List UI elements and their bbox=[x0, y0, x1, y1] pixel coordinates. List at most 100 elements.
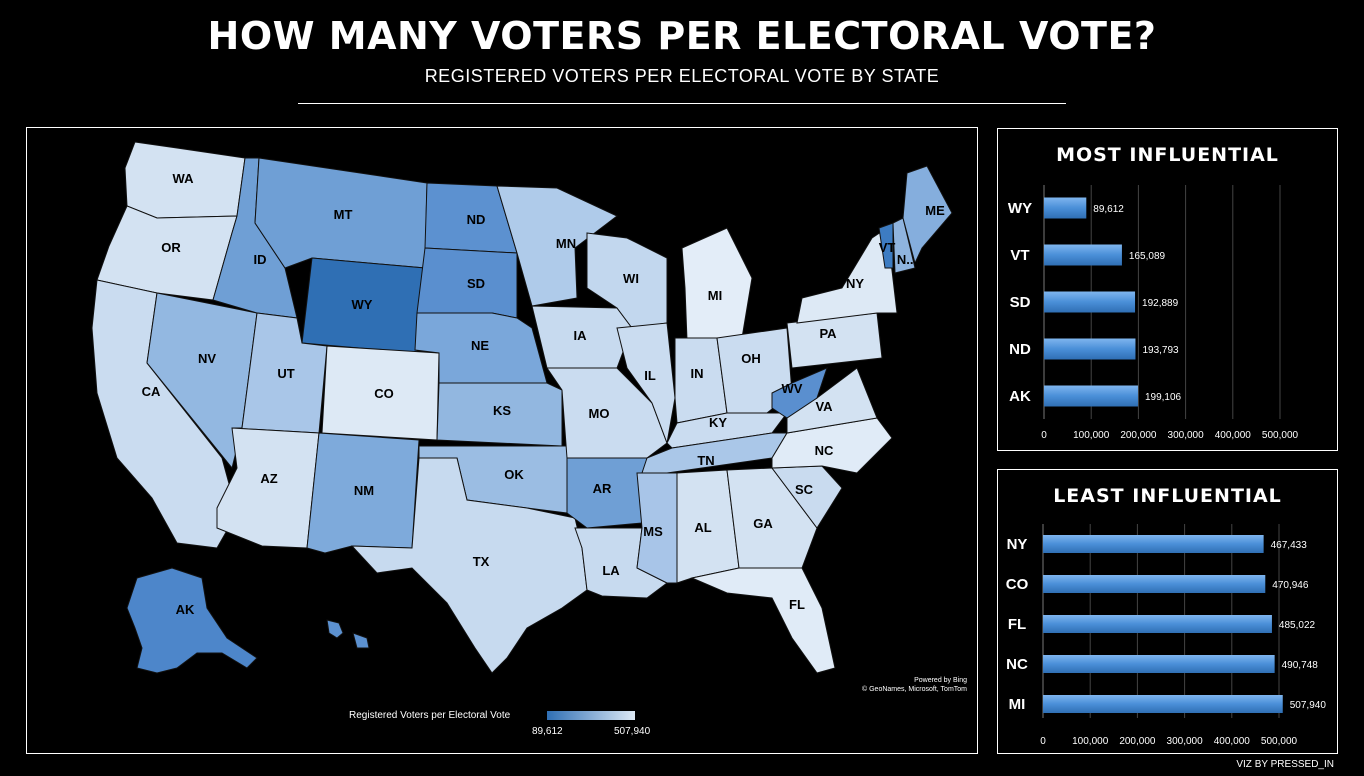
us-states-map[interactable]: WA OR CA NV ID MT WY UT AZ CO NM ND SD NE KS OK TX MN IA MO… bbox=[27, 128, 977, 753]
x-tick-label: 200,000 bbox=[1120, 430, 1157, 441]
data-label: 193,793 bbox=[1142, 345, 1179, 356]
category-label: FL bbox=[1008, 616, 1026, 633]
state-label-nc: NC bbox=[815, 443, 834, 458]
category-label: ND bbox=[1009, 341, 1031, 358]
x-tick-label: 400,000 bbox=[1214, 736, 1251, 747]
state-label-ca: CA bbox=[142, 384, 161, 399]
state-label-wa: WA bbox=[173, 171, 195, 186]
least-influential-panel[interactable]: LEAST INFLUENTIAL 0 100,000 200,000 300,000… bbox=[997, 469, 1338, 754]
state-label-nv: NV bbox=[198, 351, 216, 366]
bar[interactable] bbox=[1043, 615, 1272, 633]
category-label: VT bbox=[1010, 247, 1029, 264]
state-FL[interactable] bbox=[690, 567, 836, 674]
state-label-ny: NY bbox=[846, 276, 864, 291]
state-label-fl: FL bbox=[789, 597, 805, 612]
data-label: 89,612 bbox=[1093, 204, 1124, 215]
state-label-mi: MI bbox=[708, 288, 722, 303]
attribution-line-2: © GeoNames, Microsoft, TomTom bbox=[862, 686, 967, 693]
state-label-ak: AK bbox=[176, 602, 195, 617]
map-attribution: Powered by Bing © GeoNames, Microsoft, T… bbox=[862, 676, 967, 694]
least-influential-title: LEAST INFLUENTIAL bbox=[1053, 485, 1282, 507]
state-label-sd: SD bbox=[467, 276, 485, 291]
state-label-mn: MN bbox=[556, 236, 576, 251]
x-tick-label: 300,000 bbox=[1167, 736, 1204, 747]
state-TX[interactable] bbox=[350, 457, 588, 674]
state-label-ut: UT bbox=[277, 366, 294, 381]
x-tick-label: 400,000 bbox=[1215, 430, 1252, 441]
state-label-in: IN bbox=[691, 366, 704, 381]
state-label-ks: KS bbox=[493, 403, 511, 418]
state-label-id: ID bbox=[254, 252, 267, 267]
state-label-sc: SC bbox=[795, 482, 814, 497]
most-influential-chart[interactable]: 0 100,000 200,000 300,000 400,000 500,000 WY 89… bbox=[998, 129, 1337, 450]
state-NY[interactable] bbox=[796, 227, 898, 324]
state-label-la: LA bbox=[602, 563, 620, 578]
state-label-ia: IA bbox=[574, 328, 588, 343]
attribution-line-1: Powered by Bing bbox=[914, 677, 967, 684]
state-label-mt: MT bbox=[334, 207, 353, 222]
state-label-nh: N... bbox=[897, 252, 917, 267]
title-divider bbox=[298, 103, 1066, 104]
bar[interactable] bbox=[1044, 244, 1122, 266]
state-MI[interactable] bbox=[681, 227, 753, 341]
data-label: 485,022 bbox=[1279, 620, 1316, 631]
state-KS[interactable] bbox=[436, 382, 563, 447]
legend-min-value: 89,612 bbox=[532, 726, 563, 737]
most-influential-title: MOST INFLUENTIAL bbox=[1056, 144, 1279, 166]
state-MN[interactable] bbox=[496, 185, 618, 307]
bar[interactable] bbox=[1044, 197, 1087, 219]
bar[interactable] bbox=[1043, 655, 1275, 673]
state-label-wy: WY bbox=[352, 297, 373, 312]
state-AK[interactable] bbox=[126, 567, 258, 674]
data-label: 199,106 bbox=[1145, 392, 1182, 403]
state-HI-2[interactable] bbox=[352, 632, 370, 649]
x-tick-label: 0 bbox=[1041, 430, 1047, 441]
state-label-al: AL bbox=[694, 520, 711, 535]
least-influential-chart[interactable]: 0 100,000 200,000 300,000 400,000 500,000 NY 46… bbox=[998, 470, 1337, 753]
state-label-az: AZ bbox=[260, 471, 277, 486]
data-label: 467,433 bbox=[1271, 540, 1308, 551]
category-label: CO bbox=[1006, 576, 1029, 593]
legend-gradient bbox=[547, 711, 635, 720]
x-tick-label: 500,000 bbox=[1262, 430, 1299, 441]
data-label: 192,889 bbox=[1142, 298, 1179, 309]
bar[interactable] bbox=[1043, 695, 1283, 713]
bar[interactable] bbox=[1044, 291, 1136, 313]
category-label: MI bbox=[1009, 696, 1026, 713]
state-label-nm: NM bbox=[354, 483, 374, 498]
page-subtitle: REGISTERED VOTERS PER ELECTORAL VOTE BY … bbox=[424, 66, 940, 86]
state-ME[interactable] bbox=[902, 165, 953, 265]
state-VT[interactable] bbox=[878, 222, 894, 269]
state-AR[interactable] bbox=[566, 457, 648, 529]
x-tick-label: 100,000 bbox=[1073, 430, 1110, 441]
state-MO[interactable] bbox=[546, 367, 668, 459]
legend-max-value: 507,940 bbox=[614, 726, 651, 737]
state-label-vt: VT bbox=[879, 240, 896, 255]
bar[interactable] bbox=[1044, 385, 1138, 407]
state-label-ms: MS bbox=[643, 524, 663, 539]
state-WV[interactable] bbox=[771, 367, 828, 419]
state-label-tn: TN bbox=[697, 453, 714, 468]
state-label-tx: TX bbox=[473, 554, 490, 569]
state-label-or: OR bbox=[161, 240, 181, 255]
category-label: SD bbox=[1010, 294, 1031, 311]
state-label-me: ME bbox=[925, 203, 945, 218]
x-tick-label: 500,000 bbox=[1261, 736, 1298, 747]
data-label: 507,940 bbox=[1290, 700, 1327, 711]
state-NH[interactable] bbox=[892, 217, 916, 274]
bar[interactable] bbox=[1044, 338, 1136, 360]
choropleth-map-panel[interactable]: WA OR CA NV ID MT WY UT AZ CO NM ND SD NE KS OK TX MN IA MO… bbox=[26, 127, 978, 754]
state-GA[interactable] bbox=[726, 467, 818, 569]
most-influential-panel[interactable]: MOST INFLUENTIAL 0 100,000 200,000 300,000 4… bbox=[997, 128, 1338, 451]
state-label-wv: WV bbox=[782, 381, 803, 396]
legend-title: Registered Voters per Electoral Vote bbox=[349, 710, 511, 721]
state-HI[interactable] bbox=[326, 619, 344, 639]
state-label-co: CO bbox=[374, 386, 394, 401]
state-label-ne: NE bbox=[471, 338, 489, 353]
state-label-oh: OH bbox=[741, 351, 761, 366]
data-label: 165,089 bbox=[1129, 251, 1166, 262]
state-label-nd: ND bbox=[467, 212, 486, 227]
bar[interactable] bbox=[1043, 575, 1266, 593]
bar[interactable] bbox=[1043, 535, 1264, 553]
category-label: AK bbox=[1009, 388, 1031, 405]
